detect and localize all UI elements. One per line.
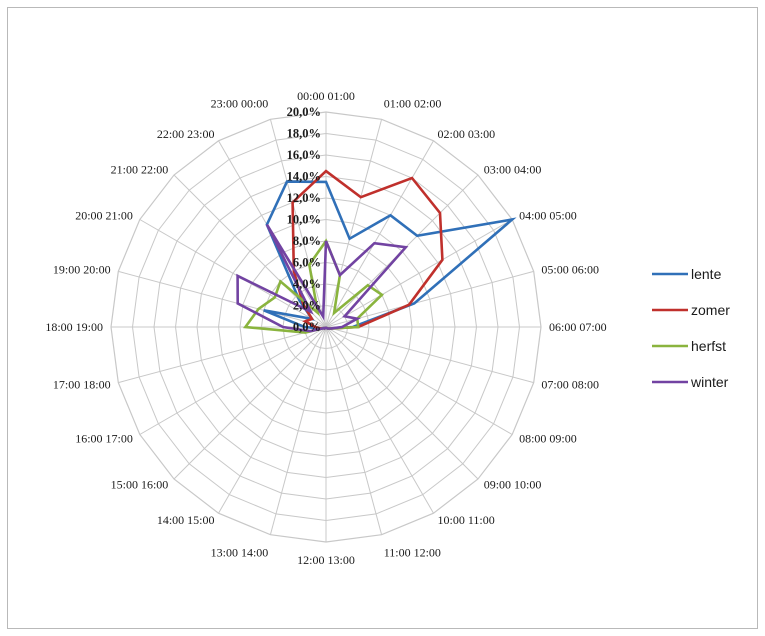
- category-label: 16:00 17:00: [75, 432, 133, 446]
- grid-spoke: [325, 326, 434, 514]
- category-labels: 00:00 01:00 01:00 02:00 02:00 03:00 03:00 0…: [45, 89, 606, 567]
- chart-frame: [7, 7, 758, 629]
- category-label: 05:00 06:00: [541, 262, 599, 276]
- category-label: 20:00 21:00: [75, 209, 133, 223]
- tick-label: 12,0%: [287, 191, 321, 205]
- series-lines: [236, 169, 517, 334]
- category-label: 03:00 04:00: [484, 162, 542, 176]
- grid-spoke: [325, 219, 513, 328]
- grid-spoke: [325, 326, 383, 535]
- category-label: 07:00 08:00: [541, 378, 599, 392]
- category-label: 18:00 19:00: [45, 320, 103, 334]
- tick-label: 8,0%: [293, 234, 321, 248]
- grid-spoke: [325, 326, 513, 435]
- category-label: 12:00 13:00: [297, 553, 355, 567]
- legend-entry-lente: lente: [691, 266, 722, 282]
- tick-label: 10,0%: [287, 213, 321, 227]
- category-label: 11:00 12:00: [384, 545, 441, 559]
- category-label: 23:00 00:00: [211, 97, 269, 111]
- grid-spoke: [325, 326, 534, 384]
- legend-entry-herfst: herfst: [691, 338, 726, 354]
- tick-label: 6,0%: [293, 256, 321, 270]
- category-label: 09:00 10:00: [484, 478, 542, 492]
- category-label: 22:00 23:00: [157, 127, 215, 141]
- category-label: 21:00 22:00: [111, 162, 169, 176]
- category-label: 15:00 16:00: [111, 478, 169, 492]
- tick-label: 0,0%: [293, 320, 321, 334]
- grid-spoke: [118, 270, 327, 328]
- category-label: 13:00 14:00: [211, 545, 269, 559]
- grid-spoke: [325, 270, 534, 328]
- legend-entry-zomer: zomer: [691, 302, 730, 318]
- category-label: 08:00 09:00: [519, 432, 577, 446]
- category-label: 17:00 18:00: [53, 378, 111, 392]
- grid-spoke: [218, 326, 327, 514]
- grid-spoke: [325, 326, 479, 480]
- series-line-winter: [236, 223, 409, 333]
- grid-spoke: [118, 326, 327, 384]
- tick-label: 4,0%: [293, 277, 321, 291]
- category-label: 04:00 05:00: [519, 209, 577, 223]
- tick-label: 14,0%: [287, 170, 321, 184]
- radial-tick-labels: 0,0% 2,0% 4,0% 6,0% 8,0% 10,0% 12,0% 14,0% 16,0%…: [287, 105, 321, 334]
- category-label: 19:00 20:00: [53, 262, 111, 276]
- grid-spoke: [173, 326, 327, 480]
- grid-spoke: [269, 119, 327, 328]
- category-label: 00:00 01:00: [297, 89, 355, 103]
- tick-label: 2,0%: [293, 299, 321, 313]
- category-label: 02:00 03:00: [438, 127, 496, 141]
- legend: lente zomer herfst winter: [652, 266, 730, 390]
- category-label: 10:00 11:00: [438, 513, 495, 527]
- tick-label: 16,0%: [287, 148, 321, 162]
- grid-spoke: [325, 119, 383, 328]
- category-label: 14:00 15:00: [157, 513, 215, 527]
- category-label: 06:00 07:00: [549, 320, 607, 334]
- tick-label: 20,0%: [287, 105, 321, 119]
- grid-spoke: [139, 219, 327, 328]
- grid-spoke: [269, 326, 327, 535]
- tick-label: 18,0%: [287, 127, 321, 141]
- grid-spoke: [139, 326, 327, 435]
- grid-spoke: [325, 140, 434, 328]
- category-label: 01:00 02:00: [384, 97, 442, 111]
- legend-entry-winter: winter: [690, 374, 729, 390]
